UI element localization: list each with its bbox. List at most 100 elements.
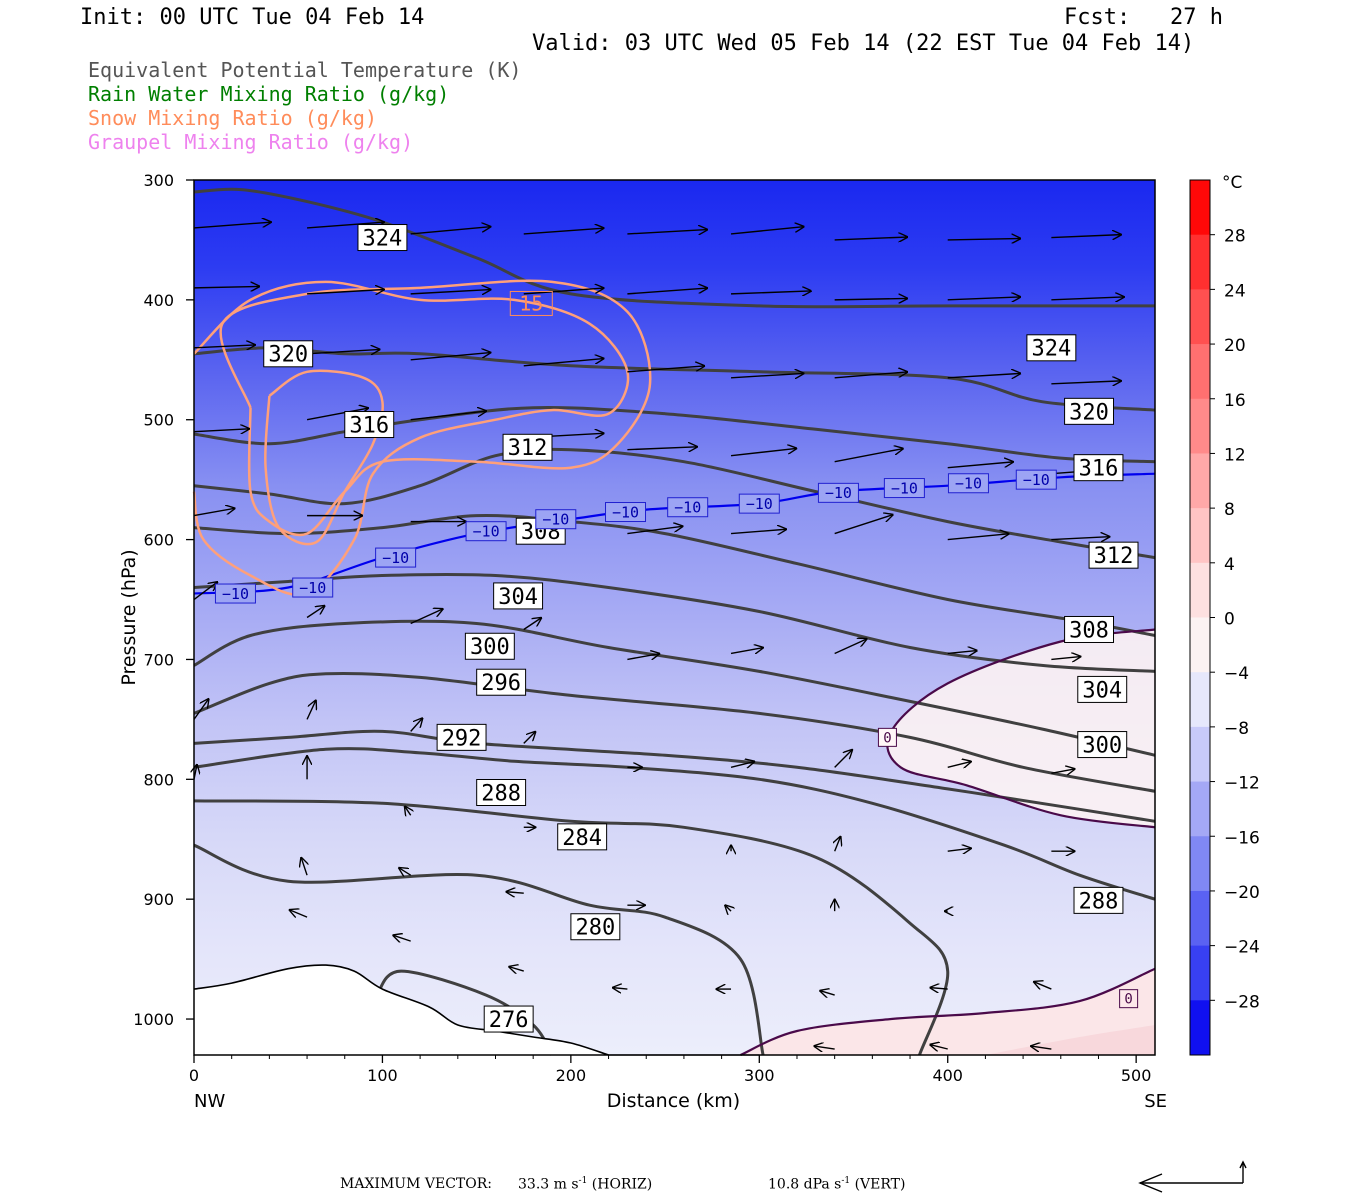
wind-vector-35 bbox=[834, 449, 903, 463]
snow-contour-0 bbox=[219, 279, 652, 537]
wind-vector-26 bbox=[834, 372, 908, 379]
theta-e-label-16: 288 bbox=[476, 779, 527, 806]
temperature-shading bbox=[194, 180, 1155, 1055]
theta-e-label-19: 280 bbox=[570, 913, 621, 941]
theta-e-label-15: 292 bbox=[436, 723, 487, 751]
colorbar-bin-5 bbox=[1190, 453, 1210, 509]
wind-vector-31 bbox=[410, 411, 486, 421]
x-tick-label-400: 400 bbox=[932, 1066, 963, 1085]
colorbar-bin-2 bbox=[1190, 289, 1210, 345]
temp-minus10-label-11-text: −10 bbox=[1023, 471, 1050, 489]
temp-zero-label-0-box bbox=[877, 727, 897, 747]
temp-minus10-label-10: −10 bbox=[947, 473, 989, 494]
x-axis-title: Distance (km) bbox=[607, 1090, 740, 1112]
wind-vector-12 bbox=[410, 290, 491, 294]
temp-minus10-label-5-box bbox=[605, 502, 647, 523]
wind-vector-50 bbox=[523, 618, 541, 631]
temp-minus10-label-8: −10 bbox=[817, 482, 859, 503]
theta-e-280 bbox=[193, 843, 765, 1056]
warm-region-surface bbox=[985, 1025, 1155, 1055]
temp-minus10-label-6: −10 bbox=[667, 497, 709, 518]
temp-minus10-label-4: −10 bbox=[535, 509, 577, 530]
theta-e-label-9-text: 308 bbox=[1069, 618, 1109, 643]
temp-minus10-label-0: −10 bbox=[214, 583, 256, 604]
colorbar-tick-label: −24 bbox=[1224, 938, 1260, 958]
colorbar-tick-label: 4 bbox=[1224, 555, 1235, 575]
background-shading bbox=[194, 180, 1155, 1055]
vert-unit: (VERT) bbox=[854, 1176, 906, 1193]
wind-vector-20 bbox=[193, 345, 255, 348]
theta-e-label-16-box bbox=[476, 779, 527, 806]
y-tick-label-900: 900 bbox=[143, 890, 174, 909]
colorbar-tick-label: −8 bbox=[1224, 719, 1249, 739]
wind-vector-34 bbox=[730, 448, 796, 457]
wind-vector-62 bbox=[834, 750, 852, 768]
theta-e-label-13-text: 300 bbox=[1082, 733, 1122, 758]
theta-e-label-12-box bbox=[464, 632, 515, 660]
temp-minus10-label-1-text: −10 bbox=[299, 579, 326, 597]
wind-vector-85 bbox=[820, 991, 835, 995]
wind-vector-59 bbox=[523, 732, 536, 744]
theta-e-label-19-box bbox=[570, 913, 621, 941]
colorbar-bin-12 bbox=[1190, 836, 1210, 892]
colorbar-tick-label: −20 bbox=[1224, 883, 1260, 903]
theta-e-label-11-box bbox=[1077, 675, 1128, 703]
temp-minus10-label-6-box bbox=[667, 497, 709, 518]
colorbar-bin-3 bbox=[1190, 344, 1210, 400]
x-tick-label-300: 300 bbox=[744, 1066, 775, 1085]
axes: 300 400 500 600 700 800 900 1000 0 100 200 300 400 50… bbox=[118, 171, 1167, 1112]
theta-e-label-10-text: 304 bbox=[498, 585, 538, 610]
temp-minus10-label-9: −10 bbox=[883, 478, 925, 499]
theta-e-label-11-text: 304 bbox=[1082, 678, 1122, 703]
temp-contour-2 bbox=[740, 967, 1156, 1057]
wind-vector-74 bbox=[399, 868, 412, 875]
colorbar-tick-label: 24 bbox=[1224, 281, 1246, 301]
theta-e-label-3-box bbox=[1064, 397, 1115, 425]
theta-e-label-18-text: 284 bbox=[562, 826, 602, 851]
theta-e-label-3: 320 bbox=[1064, 397, 1115, 425]
theta-e-label-5: 316 bbox=[1073, 454, 1124, 482]
vert-value: 10.8 dPa s bbox=[768, 1176, 842, 1193]
theta-e-label-0: 324 bbox=[357, 224, 408, 251]
colorbar-tick-label: 12 bbox=[1224, 445, 1246, 465]
theta-e-label-6-box bbox=[502, 433, 553, 461]
temp-minus10-label-7: −10 bbox=[738, 493, 780, 514]
wind-vector-28 bbox=[1051, 381, 1121, 384]
theta-e-284 bbox=[193, 799, 950, 1056]
wind-vector-80 bbox=[290, 910, 308, 917]
colorbar-bin-9 bbox=[1190, 672, 1210, 728]
temp-minus10-label-4-box bbox=[535, 509, 577, 530]
x-tick-label-200: 200 bbox=[556, 1066, 587, 1085]
legend-theta-e: Equivalent Potential Temperature (K) bbox=[88, 58, 522, 82]
temp-zero-label-1-text: 0 bbox=[1124, 992, 1132, 1008]
contour-labels: 3243243203203163163123123083083043043003… bbox=[214, 224, 1139, 1033]
wind-vector-29 bbox=[193, 429, 249, 432]
theta-e-label-12-text: 300 bbox=[470, 635, 510, 660]
wind-vector-27 bbox=[947, 373, 1021, 377]
temp-minus10-label-4-text: −10 bbox=[542, 511, 569, 529]
max-horizontal-vector: 33.3 m s-1 (HORIZ) bbox=[518, 1176, 652, 1193]
wind-vector-82 bbox=[509, 967, 524, 971]
temp-minus10-label-6-text: −10 bbox=[674, 499, 701, 517]
snow-label-0-box bbox=[509, 290, 553, 316]
temp-minus10-label-9-box bbox=[883, 478, 925, 499]
y-tick-label-600: 600 bbox=[143, 531, 174, 550]
temp-minus10-label-7-text: −10 bbox=[746, 495, 773, 513]
colorbar-tick-label: 16 bbox=[1224, 391, 1246, 411]
theta-e-296 bbox=[193, 671, 1156, 793]
theta-e-label-13: 300 bbox=[1077, 731, 1128, 758]
plot-frame bbox=[193, 179, 1156, 1056]
theta-e-label-18: 284 bbox=[557, 823, 608, 851]
theta-e-label-15-box bbox=[436, 723, 487, 751]
reference-vector-icon bbox=[1138, 1160, 1247, 1193]
temp-minus10-label-1: −10 bbox=[292, 577, 334, 598]
wind-vector-0 bbox=[193, 222, 271, 229]
wind-vector-64 bbox=[1051, 769, 1074, 773]
wind-vector-47 bbox=[193, 582, 217, 601]
theta-e-label-15-text: 292 bbox=[442, 726, 482, 751]
temp-minus10-label-5: −10 bbox=[605, 502, 647, 523]
theta-e-label-4-box bbox=[344, 411, 395, 439]
ref-vertical-arrowhead bbox=[1239, 1160, 1247, 1169]
colorbar-bin-10 bbox=[1190, 726, 1210, 783]
wind-vector-63 bbox=[947, 762, 971, 768]
